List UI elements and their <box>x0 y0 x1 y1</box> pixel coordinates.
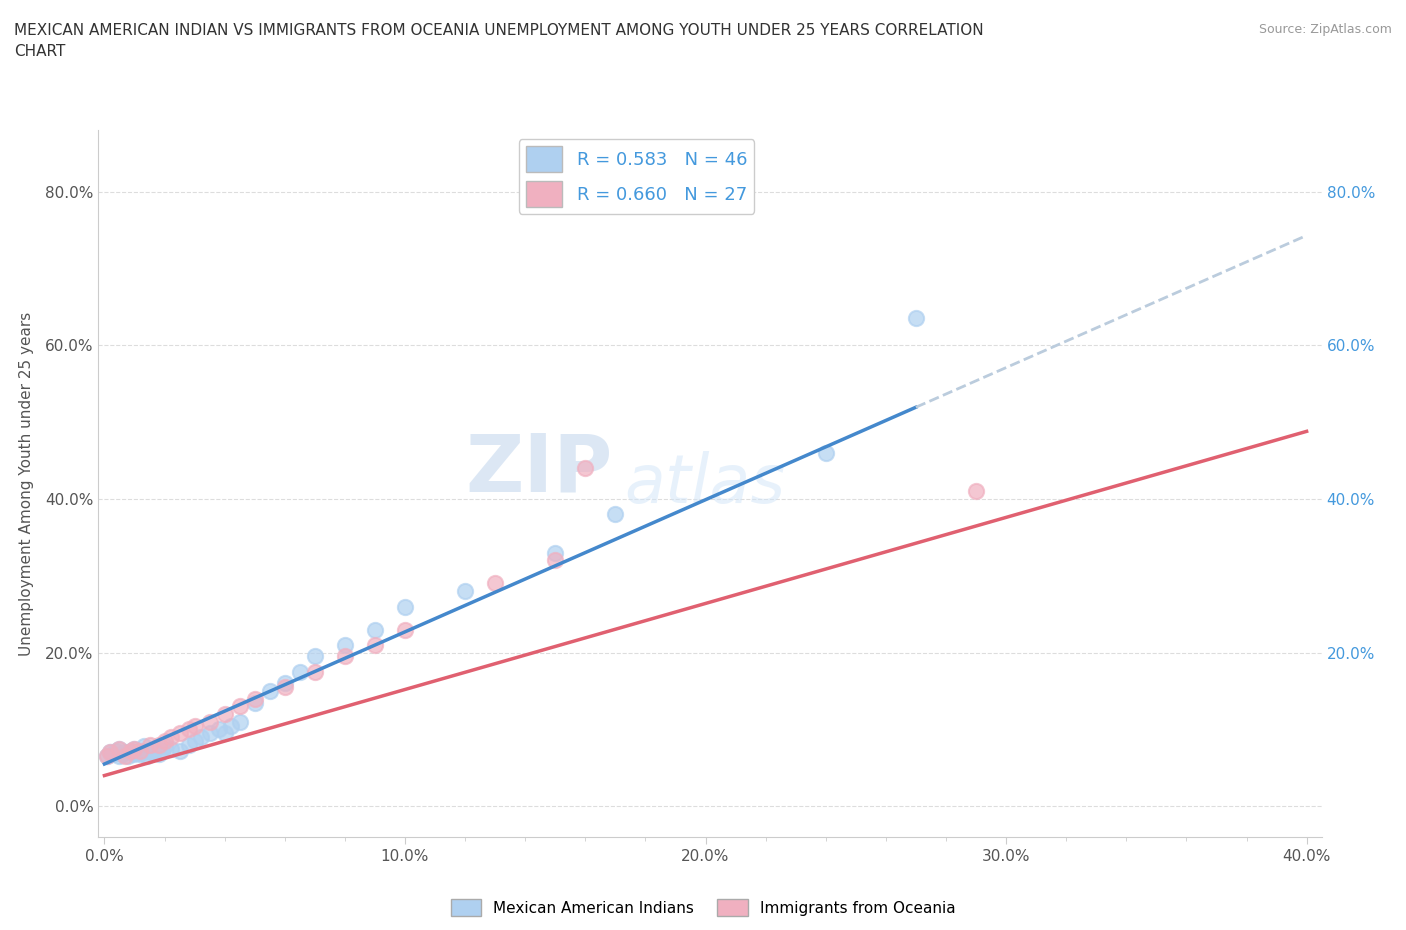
Point <box>108 741 131 756</box>
Legend: R = 0.583   N = 46, R = 0.660   N = 27: R = 0.583 N = 46, R = 0.660 N = 27 <box>519 140 755 214</box>
Point <box>183 734 205 749</box>
Point <box>228 714 250 729</box>
Point <box>364 622 387 637</box>
Point <box>159 730 181 745</box>
Point <box>484 576 506 591</box>
Text: atlas: atlas <box>624 451 786 516</box>
Point <box>965 484 987 498</box>
Point <box>198 725 221 740</box>
Point <box>394 622 416 637</box>
Point <box>148 737 170 752</box>
Point <box>198 714 221 729</box>
Point <box>169 743 191 758</box>
Point <box>111 747 134 762</box>
Point <box>190 730 212 745</box>
Point <box>121 743 143 758</box>
Point <box>394 599 416 614</box>
Point <box>259 684 281 698</box>
Point <box>288 664 311 679</box>
Legend: Mexican American Indians, Immigrants from Oceania: Mexican American Indians, Immigrants fro… <box>444 893 962 923</box>
Point <box>274 676 297 691</box>
Point <box>100 745 122 760</box>
Point <box>124 747 146 762</box>
Point <box>364 637 387 652</box>
Point <box>454 584 477 599</box>
Point <box>124 741 146 756</box>
Point <box>114 749 136 764</box>
Point <box>121 743 143 758</box>
Point <box>243 691 266 706</box>
Point <box>183 718 205 733</box>
Point <box>304 649 326 664</box>
Text: MEXICAN AMERICAN INDIAN VS IMMIGRANTS FROM OCEANIA UNEMPLOYMENT AMONG YOUTH UNDE: MEXICAN AMERICAN INDIAN VS IMMIGRANTS FR… <box>14 23 984 60</box>
Point <box>96 749 118 764</box>
Point <box>105 743 128 758</box>
Point <box>129 743 152 758</box>
Point <box>228 699 250 714</box>
Point <box>124 741 146 756</box>
Point <box>544 553 567 568</box>
Point <box>904 311 927 325</box>
Point <box>138 745 160 760</box>
Point <box>114 745 136 760</box>
Point <box>333 649 356 664</box>
Text: Source: ZipAtlas.com: Source: ZipAtlas.com <box>1258 23 1392 36</box>
Point <box>132 743 155 758</box>
Point <box>214 707 236 722</box>
Point <box>544 545 567 560</box>
Point <box>274 680 297 695</box>
Point <box>243 695 266 710</box>
Point <box>103 747 125 762</box>
Point <box>100 745 122 760</box>
Point <box>108 749 131 764</box>
Point <box>153 739 176 754</box>
Point <box>333 637 356 652</box>
Point <box>141 743 163 758</box>
Point <box>117 749 139 764</box>
Point <box>605 507 627 522</box>
Point <box>132 739 155 754</box>
Point <box>96 749 118 764</box>
Y-axis label: Unemployment Among Youth under 25 years: Unemployment Among Youth under 25 years <box>18 312 34 656</box>
Point <box>208 722 231 737</box>
Point <box>574 460 596 475</box>
Point <box>177 737 200 752</box>
Point <box>219 718 242 733</box>
Point <box>153 734 176 749</box>
Point <box>145 741 167 756</box>
Text: ZIP: ZIP <box>465 431 612 509</box>
Point <box>159 741 181 756</box>
Point <box>127 745 149 760</box>
Point <box>214 725 236 740</box>
Point <box>148 747 170 762</box>
Point <box>108 741 131 756</box>
Point <box>177 722 200 737</box>
Point <box>304 664 326 679</box>
Point <box>150 743 173 758</box>
Point <box>138 737 160 752</box>
Point <box>129 747 152 762</box>
Point <box>169 725 191 740</box>
Point <box>135 749 157 764</box>
Point <box>814 445 837 460</box>
